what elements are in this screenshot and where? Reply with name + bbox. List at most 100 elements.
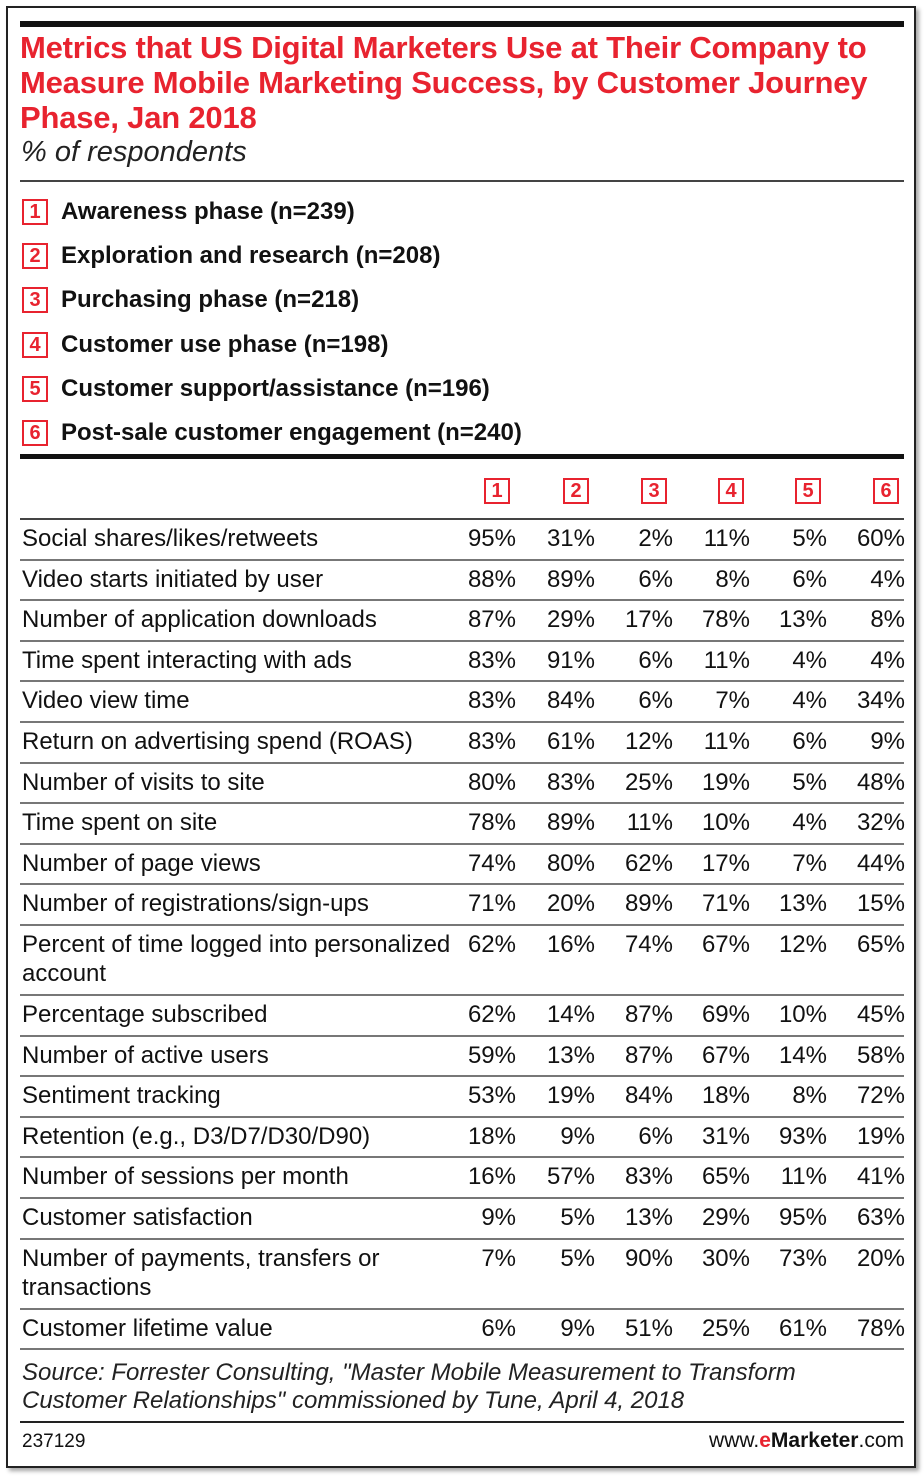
data-cell: 48%: [856, 768, 905, 796]
data-cell: 80%: [467, 768, 516, 796]
data-cell: 87%: [624, 1041, 673, 1069]
legend-item: 2 Exploration and research (n=208): [22, 234, 522, 278]
data-cell: 78%: [856, 1314, 905, 1342]
row-label: Time spent on site: [22, 809, 218, 837]
table-row: Customer satisfaction 9% 5% 13% 29% 95% 63%: [20, 1199, 905, 1240]
data-cell: 58%: [856, 1041, 905, 1069]
legend-number-badge: 3: [22, 287, 48, 314]
data-cell: 16%: [467, 1163, 516, 1191]
legend: 1 Awareness phase (n=239) 2 Exploration and…: [22, 190, 522, 455]
data-cell: 71%: [701, 890, 750, 918]
data-cell: 62%: [467, 1001, 516, 1028]
table-row: Number of visits to site 80% 83% 25% 19% 5% 48…: [20, 764, 905, 805]
data-cell: 4%: [792, 809, 827, 837]
data-cell: 83%: [546, 768, 595, 796]
data-cell: 25%: [701, 1314, 750, 1342]
table-row: Percent of time logged into personalized…: [20, 926, 905, 996]
data-cell: 74%: [624, 931, 673, 958]
brand-e: e: [759, 1429, 771, 1452]
data-cell: 61%: [778, 1314, 827, 1342]
data-cell: 6%: [638, 687, 673, 715]
data-cell: 6%: [481, 1314, 516, 1342]
data-cell: 17%: [624, 606, 673, 634]
data-cell: 83%: [467, 728, 516, 755]
row-label: Social shares/likes/retweets: [22, 525, 319, 552]
data-cell: 6%: [638, 1122, 673, 1150]
brand-prefix: www.: [709, 1429, 760, 1452]
data-cell: 57%: [546, 1163, 595, 1191]
data-cell: 61%: [546, 728, 595, 755]
row-label: Number of sessions per month: [22, 1163, 349, 1191]
data-cell: 20%: [856, 1244, 905, 1272]
data-cell: 29%: [546, 606, 595, 634]
data-cell: 11%: [703, 646, 750, 674]
data-cell: 13%: [546, 1041, 595, 1069]
table-row: Return on advertising spend (ROAS) 83% 61%…: [20, 723, 905, 764]
brand-name: Marketer: [770, 1429, 859, 1452]
data-cell: 65%: [701, 1163, 750, 1191]
data-cell: 59%: [467, 1041, 516, 1069]
column-header-3: 3: [641, 478, 667, 504]
data-cell: 45%: [856, 1001, 905, 1028]
table-row: Retention (e.g., D3/D7/D30/D90) 18% 9% 6% 31…: [20, 1118, 905, 1159]
chart-id: 237129: [22, 1431, 86, 1452]
data-cell: 30%: [701, 1244, 750, 1272]
data-cell: 69%: [701, 1001, 750, 1028]
divider: [20, 180, 904, 182]
data-cell: 32%: [856, 809, 905, 837]
data-cell: 6%: [638, 646, 673, 674]
data-cell: 17%: [701, 849, 750, 877]
data-cell: 41%: [856, 1163, 905, 1191]
data-cell: 31%: [546, 525, 595, 552]
data-cell: 8%: [792, 1082, 827, 1110]
top-bar: [20, 21, 904, 27]
data-cell: 63%: [856, 1204, 905, 1231]
data-cell: 13%: [778, 606, 827, 634]
data-cell: 12%: [624, 728, 673, 755]
data-cell: 11%: [780, 1163, 827, 1191]
row-label: Video view time: [22, 687, 190, 715]
data-cell: 10%: [778, 1001, 827, 1028]
chart-frame: [6, 6, 916, 1468]
data-cell: 5%: [792, 525, 827, 552]
data-cell: 53%: [467, 1082, 516, 1110]
table-row: Number of registrations/sign-ups 71% 20% 89…: [20, 885, 905, 926]
legend-number-badge: 6: [22, 420, 48, 447]
data-cell: 4%: [792, 687, 827, 715]
legend-item: 1 Awareness phase (n=239): [22, 190, 522, 234]
legend-label: Customer support/assistance (n=196): [61, 374, 490, 402]
footer-divider: [20, 1421, 904, 1423]
row-label: Number of registrations/sign-ups: [22, 890, 369, 918]
data-cell: 84%: [624, 1082, 673, 1110]
data-cell: 8%: [870, 606, 905, 634]
data-cell: 19%: [701, 768, 750, 796]
data-cell: 9%: [560, 1314, 595, 1342]
data-cell: 18%: [701, 1082, 750, 1110]
table-row: Number of active users 59% 13% 87% 67% 14% 58%: [20, 1037, 905, 1078]
data-cell: 83%: [624, 1163, 673, 1191]
row-label: Customer satisfaction: [22, 1204, 253, 1231]
data-cell: 7%: [792, 849, 827, 877]
data-cell: 18%: [467, 1122, 516, 1150]
data-cell: 5%: [560, 1244, 595, 1272]
data-cell: 11%: [703, 525, 750, 552]
legend-label: Exploration and research (n=208): [61, 242, 441, 270]
data-cell: 5%: [560, 1204, 595, 1231]
table-row: Number of application downloads 87% 29% 17%…: [20, 601, 905, 642]
legend-item: 3 Purchasing phase (n=218): [22, 278, 522, 322]
legend-label: Purchasing phase (n=218): [61, 286, 360, 314]
data-cell: 14%: [546, 1001, 595, 1028]
data-cell: 25%: [624, 768, 673, 796]
data-cell: 88%: [467, 565, 516, 593]
data-cell: 89%: [624, 890, 673, 918]
column-header-5: 5: [795, 478, 821, 504]
data-cell: 10%: [701, 809, 750, 837]
data-cell: 13%: [624, 1204, 673, 1231]
row-label: Number of application downloads: [22, 606, 377, 634]
data-cell: 4%: [870, 565, 905, 593]
header-divider: [20, 518, 904, 520]
data-cell: 78%: [467, 809, 516, 837]
column-header-1: 1: [484, 478, 510, 504]
data-cell: 20%: [546, 890, 595, 918]
data-cell: 89%: [546, 565, 595, 593]
